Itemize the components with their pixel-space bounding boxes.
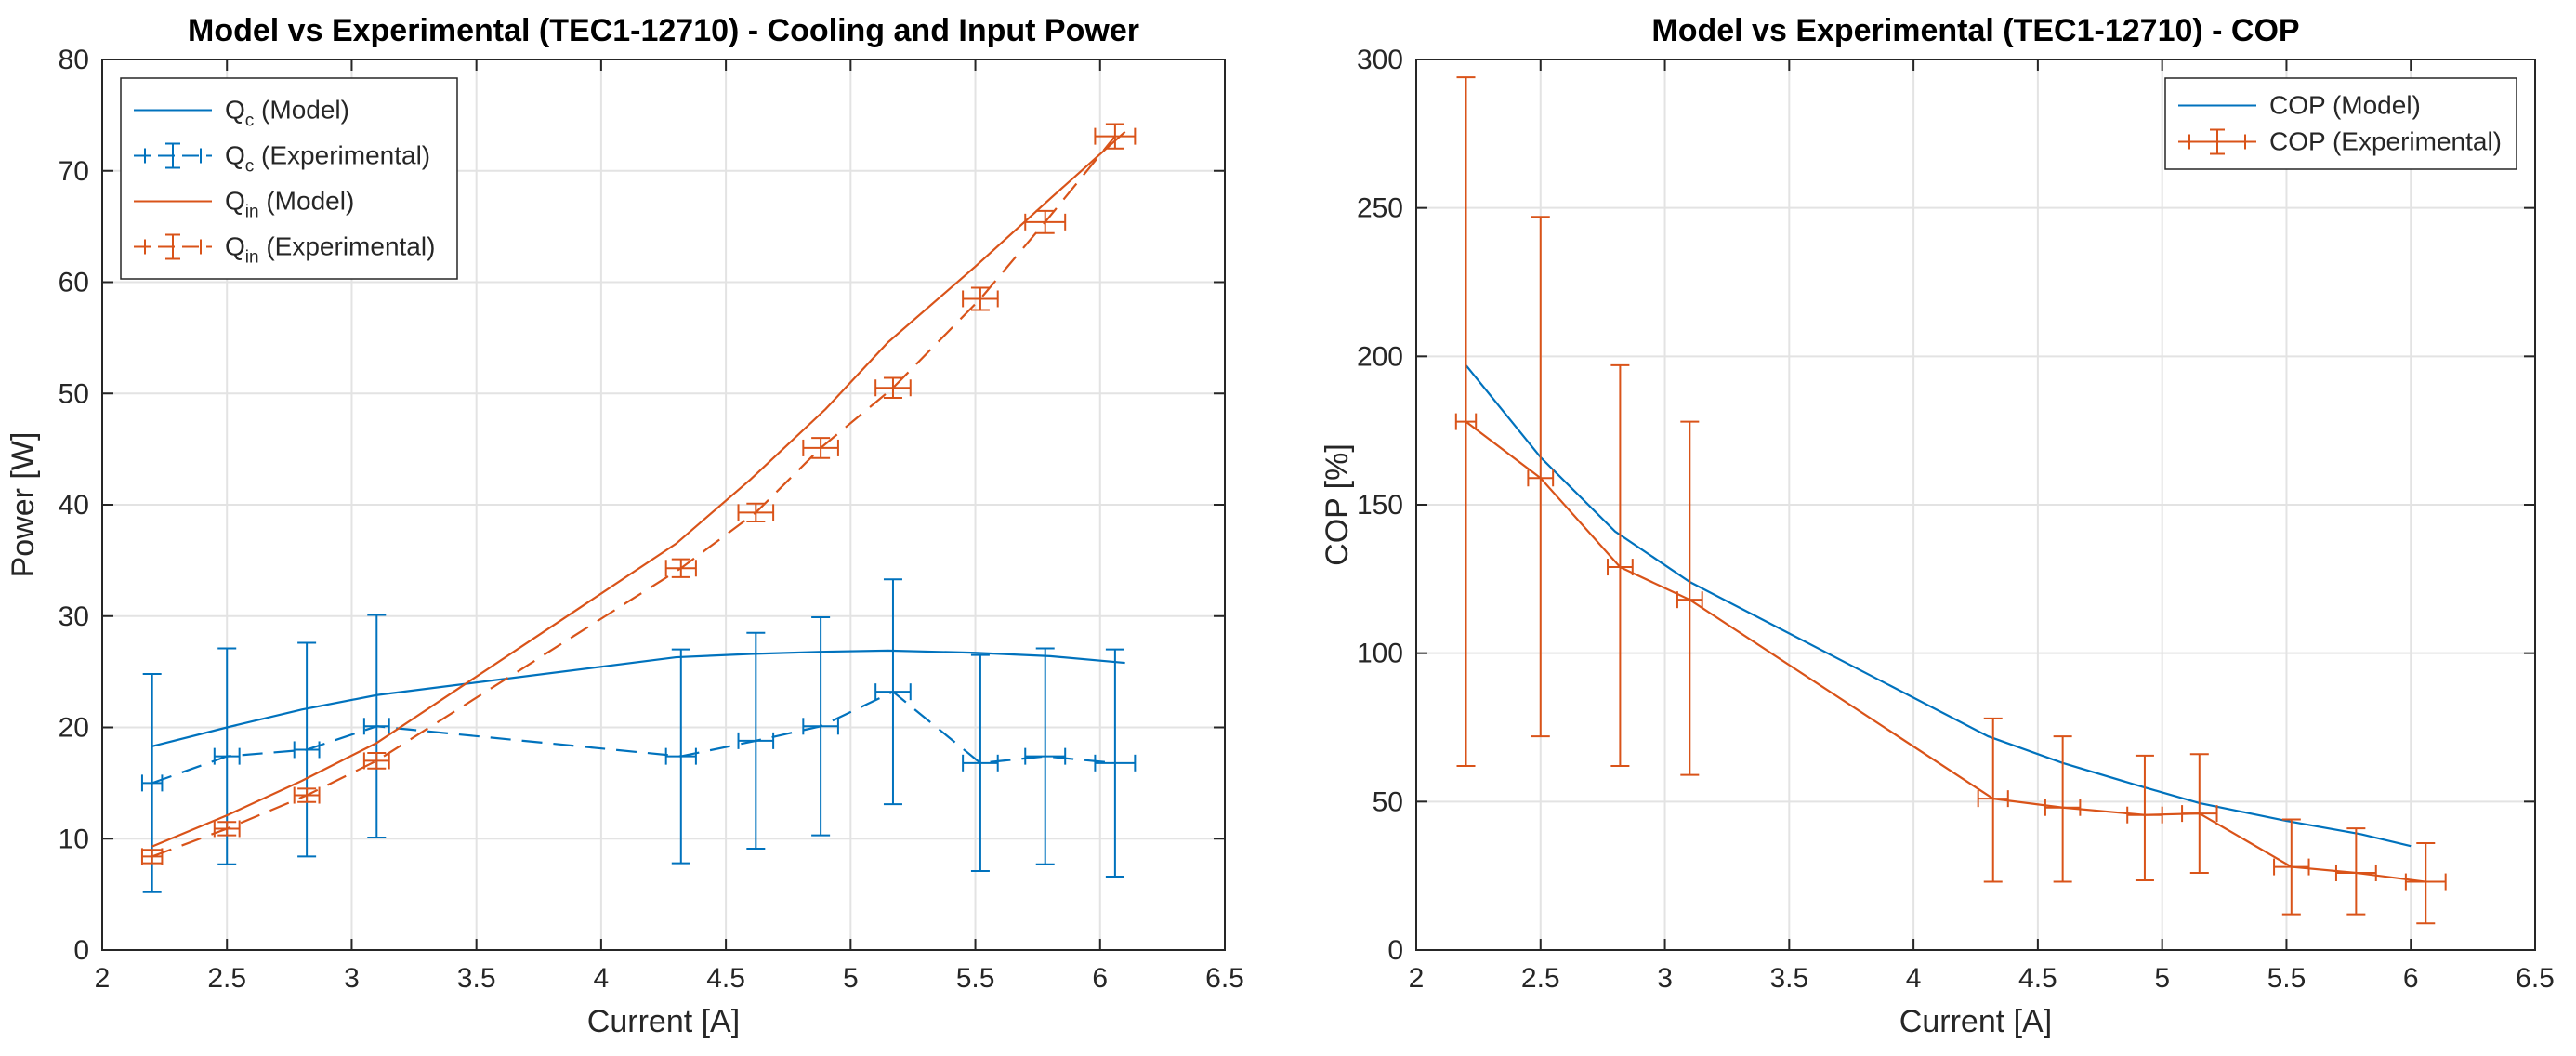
y-tick-label: 150	[1357, 490, 1403, 521]
legend-label-main: Q	[225, 187, 245, 216]
y-tick-label: 250	[1357, 193, 1403, 224]
x-tick-label: 2	[1409, 963, 1425, 994]
legend-label-rest: (Experimental)	[259, 232, 436, 261]
x-tick-label: 3	[344, 963, 360, 994]
y-tick-label: 70	[59, 156, 89, 187]
series-1	[140, 578, 1137, 893]
x-tick-label: 3.5	[1769, 963, 1808, 994]
series-0	[151, 649, 1125, 747]
legend: COP (Model) COP (Experimental)	[2164, 77, 2517, 170]
series-line	[151, 649, 1125, 747]
y-tick-label: 0	[73, 935, 89, 966]
legend-label-main: COP (Experimental)	[2269, 127, 2502, 156]
x-tick-label: 5.5	[2267, 963, 2307, 994]
x-tick-label: 4	[594, 963, 610, 994]
legend-label-subscript: in	[245, 203, 259, 222]
x-tick-label: 5.5	[956, 963, 995, 994]
y-tick-label: 50	[1373, 786, 1403, 817]
legend-box	[120, 77, 458, 280]
y-tick-label: 300	[1357, 45, 1403, 75]
x-axis-label: Current [A]	[1899, 1004, 2052, 1039]
y-tick-label: 200	[1357, 341, 1403, 372]
y-axis-label: COP [%]	[1320, 443, 1355, 566]
series-1	[1454, 76, 2447, 925]
x-axis-label: Current [A]	[587, 1004, 740, 1039]
legend-label-rest: (Experimental)	[254, 141, 430, 170]
legend-label-main: Q	[225, 96, 245, 125]
legend-label-subscript: c	[245, 157, 255, 177]
y-tick-label: 10	[59, 824, 89, 854]
power-chart: 2 2.5 3 3.5 4 4.5 5 5.5 6 6.5 0 10 20 30 40 50 60 70 80 Mod…	[6, 13, 1244, 1039]
y-tick-label: 40	[59, 490, 89, 521]
y-tick-label: 30	[59, 601, 89, 632]
chart-title: Model vs Experimental (TEC1-12710) - Coo…	[188, 13, 1139, 48]
x-tick-label: 4.5	[706, 963, 745, 994]
legend-label-rest: (Model)	[259, 187, 355, 216]
legend-label-subscript: in	[245, 248, 259, 268]
y-tick-label: 0	[1387, 935, 1403, 966]
x-tick-label: 3.5	[457, 963, 496, 994]
legend-label-subscript: c	[245, 112, 255, 131]
y-tick-label: 80	[59, 45, 89, 75]
x-tick-label: 6	[1092, 963, 1108, 994]
legend-label-main: COP (Model)	[2269, 91, 2421, 120]
x-tick-label: 6.5	[2516, 963, 2555, 994]
y-tick-label: 50	[59, 378, 89, 409]
legend-label: Qc (Experimental)	[225, 141, 430, 177]
y-tick-label: 60	[59, 268, 89, 298]
x-tick-label: 2.5	[207, 963, 246, 994]
x-tick-label: 4	[1906, 963, 1922, 994]
chart-title: Model vs Experimental (TEC1-12710) - COP	[1651, 13, 2299, 48]
legend: Qc (Model)Qc (Experimental)Qin (Model)Qi…	[120, 77, 458, 280]
y-tick-label: 20	[59, 713, 89, 744]
legend-label: COP (Experimental)	[2269, 127, 2502, 156]
y-tick-label: 100	[1357, 639, 1403, 669]
legend-label: Qc (Model)	[225, 96, 349, 131]
legend-label: Qin (Model)	[225, 187, 354, 222]
x-tick-label: 5	[843, 963, 859, 994]
legend-label: COP (Model)	[2269, 91, 2421, 120]
x-tick-label: 2.5	[1521, 963, 1560, 994]
series-line	[151, 131, 1126, 848]
series-3	[140, 123, 1137, 865]
cop-chart: 2 2.5 3 3.5 4 4.5 5 5.5 6 6.5 0 50 100 150 200 250 300 Mo…	[1320, 13, 2555, 1039]
legend-label: Qin (Experimental)	[225, 232, 435, 268]
series-2	[151, 131, 1126, 848]
x-tick-label: 5	[2154, 963, 2170, 994]
x-tick-label: 6	[2403, 963, 2419, 994]
x-tick-label: 4.5	[2018, 963, 2057, 994]
x-tick-label: 6.5	[1205, 963, 1244, 994]
y-axis-label: Power [W]	[6, 432, 41, 578]
x-tick-label: 3	[1657, 963, 1673, 994]
legend-label-main: Q	[225, 141, 245, 170]
x-tick-label: 2	[95, 963, 111, 994]
legend-label-main: Q	[225, 232, 245, 261]
legend-label-rest: (Model)	[254, 96, 349, 125]
